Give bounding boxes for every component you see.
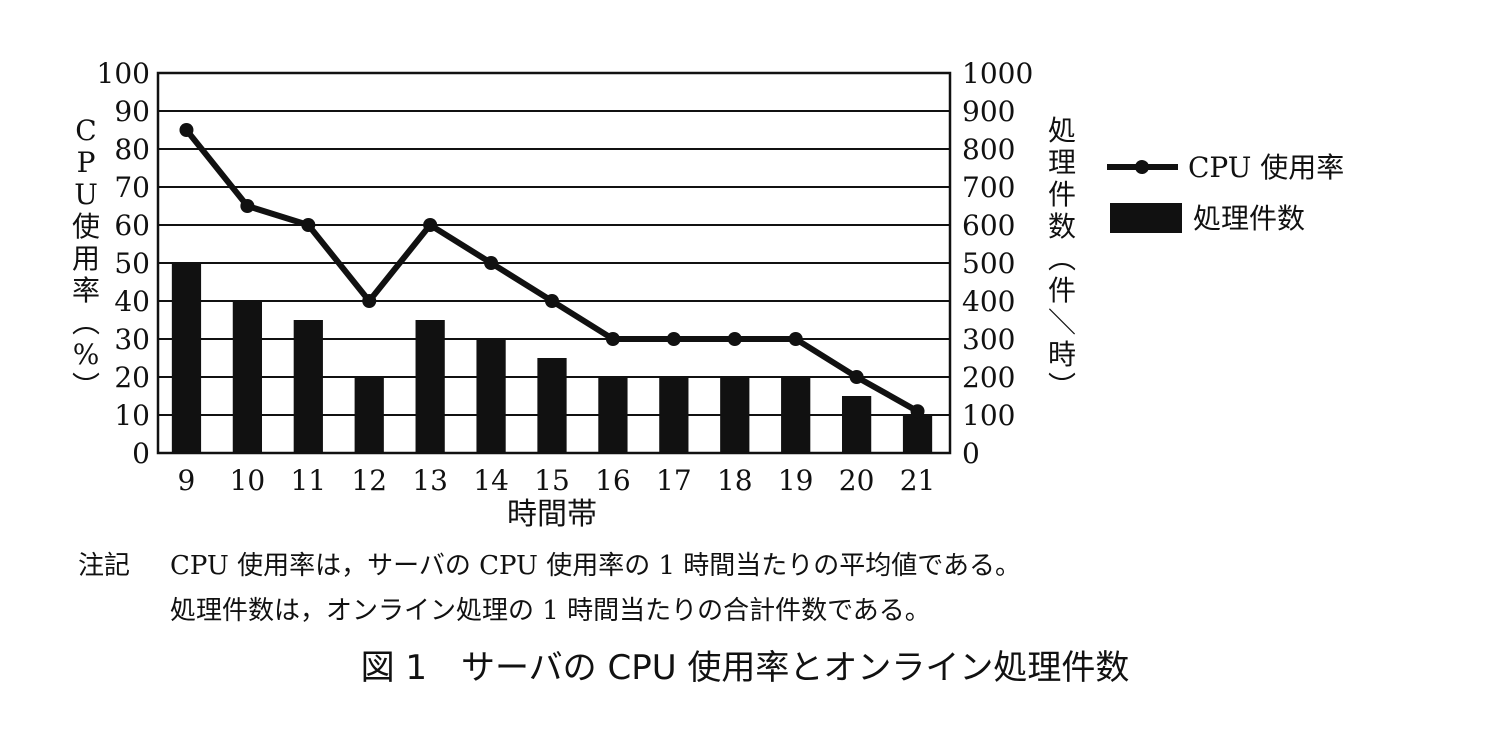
line-point [545, 294, 559, 308]
bar [354, 377, 384, 453]
right-tick-label: 900 [962, 95, 1015, 128]
bar [537, 358, 567, 453]
x-tick-label: 21 [900, 464, 936, 497]
left-tick-label: 60 [114, 209, 150, 242]
note-label: 注記 [78, 551, 131, 581]
right-tick-label: 300 [962, 323, 1015, 356]
right-tick-label: 0 [962, 437, 980, 470]
axis-label-char: U [74, 178, 98, 211]
axis-label-char: ︶ [72, 370, 100, 403]
legend-line-marker [1135, 160, 1149, 174]
right-tick-label: 1000 [962, 57, 1033, 90]
left-tick-label: 0 [132, 437, 150, 470]
plot-frame [156, 71, 952, 455]
x-tick-label: 15 [534, 464, 570, 497]
x-tick-label: 20 [839, 464, 875, 497]
right-axis-label: 処理件数︵件＼時︶ [1048, 114, 1076, 403]
right-tick-label: 100 [962, 399, 1015, 432]
x-tick-label: 17 [656, 464, 692, 497]
axis-label-char: 時 [1048, 338, 1076, 371]
line-point [484, 256, 499, 270]
bar [293, 320, 323, 453]
line-point [179, 123, 194, 137]
right-tick-label: 700 [962, 171, 1015, 204]
left-tick-label: 70 [114, 171, 150, 204]
bar-series [171, 263, 933, 453]
line-point [727, 332, 742, 346]
bar [476, 339, 506, 453]
axis-label-char: 数 [1048, 210, 1076, 243]
x-axis-ticks: 9 10 11 12 13 14 15 16 17 18 19 20 21 [178, 464, 936, 497]
bar [841, 396, 872, 453]
right-tick-label: 400 [962, 285, 1015, 318]
axis-label-char: 用 [72, 242, 100, 275]
legend-bar-label: 処理件数 [1193, 202, 1305, 235]
left-tick-label: 40 [114, 285, 150, 318]
right-tick-label: 800 [962, 133, 1015, 166]
bar [659, 377, 689, 453]
left-tick-label: 20 [114, 361, 150, 394]
left-tick-label: 50 [114, 247, 150, 280]
bar [171, 263, 202, 453]
note-line-1: CPU 使用率は，サーバの CPU 使用率の 1 時間当たりの平均値である。 [170, 551, 1022, 581]
x-tick-label: 18 [717, 464, 753, 497]
axis-label-char: 処 [1048, 114, 1076, 147]
line-point [788, 332, 803, 346]
axis-label-char: 件 [1048, 178, 1076, 211]
x-tick-label: 9 [178, 464, 196, 497]
x-tick-label: 14 [473, 464, 509, 497]
axis-label-char: ︵ [1048, 242, 1076, 275]
bar [720, 377, 750, 453]
line-series [179, 123, 925, 419]
x-tick-label: 16 [595, 464, 631, 497]
line-point [605, 332, 620, 346]
line-point [849, 370, 864, 384]
x-tick-label: 19 [778, 464, 814, 497]
axis-label-char: C [75, 114, 96, 147]
axis-label-char: % [73, 338, 100, 371]
axis-label-char: 理 [1048, 146, 1076, 179]
line-point [423, 218, 438, 232]
bar [232, 301, 263, 453]
legend-line-label: CPU 使用率 [1188, 151, 1344, 184]
x-axis-label: 時間帯 [507, 497, 597, 532]
axis-label-char: ＼ [1048, 306, 1076, 339]
x-tick-label: 13 [412, 464, 448, 497]
line-point [362, 294, 377, 308]
combo-chart: 0 10 20 30 40 50 60 70 80 90 100 0 100 200 300 400 500 6… [72, 57, 1344, 532]
right-tick-label: 500 [962, 247, 1015, 280]
line-point [910, 404, 925, 419]
x-tick-label: 12 [351, 464, 387, 497]
figure-caption: 図 1 サーバの CPU 使用率とオンライン処理件数 [360, 648, 1130, 688]
right-axis-ticks: 0 100 200 300 400 500 600 700 800 900 1000 [962, 57, 1033, 470]
left-tick-label: 100 [97, 57, 150, 90]
right-tick-label: 600 [962, 209, 1015, 242]
line-point [240, 199, 255, 213]
axis-label-char: P [77, 146, 96, 179]
note-line-2: 処理件数は，オンライン処理の 1 時間当たりの合計件数である。 [170, 596, 931, 626]
left-tick-label: 80 [114, 133, 150, 166]
bar [415, 320, 445, 453]
gridlines [158, 110, 950, 416]
left-axis-ticks: 0 10 20 30 40 50 60 70 80 90 100 [97, 57, 150, 470]
axis-label-char: ︶ [1048, 370, 1076, 403]
left-tick-label: 10 [114, 399, 150, 432]
x-tick-label: 11 [290, 464, 326, 497]
axis-label-char: 件 [1048, 274, 1076, 307]
line-point [666, 332, 681, 346]
right-tick-label: 200 [962, 361, 1015, 394]
bar [781, 377, 811, 453]
left-tick-label: 90 [114, 95, 150, 128]
axis-label-char: 使 [72, 210, 100, 243]
x-tick-label: 10 [230, 464, 266, 497]
axis-label-char: ︵ [72, 306, 100, 339]
bar [598, 377, 628, 453]
axis-label-char: 率 [72, 274, 100, 307]
left-tick-label: 30 [114, 323, 150, 356]
legend-bar-swatch [1110, 203, 1182, 233]
bar [902, 415, 933, 453]
line-point [301, 218, 316, 232]
